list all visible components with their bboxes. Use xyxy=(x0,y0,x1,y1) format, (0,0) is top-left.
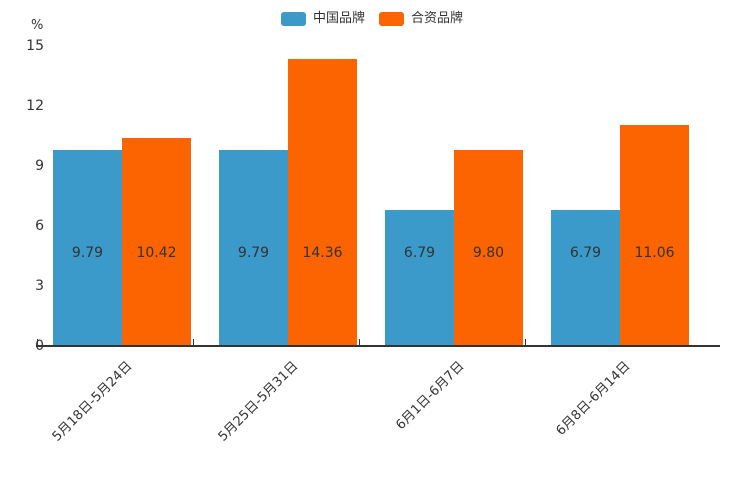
legend-item-0[interactable]: 中国品牌 xyxy=(280,11,365,26)
bar-value-label: 9.79 xyxy=(71,245,104,261)
x-axis-tick-mark xyxy=(359,339,360,345)
x-axis-category-label: 5月25日-5月31日 xyxy=(215,358,302,445)
legend-label: 合资品牌 xyxy=(411,11,464,26)
x-axis-category-label: 6月8日-6月14日 xyxy=(553,358,634,439)
y-axis-tick-label: 3 xyxy=(35,278,44,294)
x-axis-tick-mark xyxy=(525,339,526,345)
legend-swatch-icon xyxy=(379,12,404,26)
legend-label: 中国品牌 xyxy=(312,11,365,26)
x-axis-category-label: 6月1日-6月7日 xyxy=(393,358,468,433)
x-axis-category-label: 5月18日-5月24日 xyxy=(49,358,136,445)
y-axis-tick-label: 9 xyxy=(35,158,44,174)
legend-swatch-icon xyxy=(280,12,306,26)
legend-item-1[interactable]: 合资品牌 xyxy=(379,12,463,26)
chart-legend: 中国品牌 合资品牌 xyxy=(0,12,744,26)
bar-value-label: 6.79 xyxy=(569,245,602,261)
bar-0-2[interactable] xyxy=(385,210,454,346)
y-axis-tick-label: 15 xyxy=(26,38,44,54)
bar-value-label: 14.36 xyxy=(302,245,343,261)
bar-0-3[interactable] xyxy=(551,210,620,346)
x-axis-line xyxy=(36,345,720,347)
bar-value-label: 10.42 xyxy=(136,245,177,261)
y-axis-tick-label: 12 xyxy=(26,98,44,114)
bar-0-1[interactable] xyxy=(219,150,288,346)
bar-1-2[interactable] xyxy=(454,150,523,346)
bar-0-0[interactable] xyxy=(53,150,122,346)
bar-1-0[interactable] xyxy=(122,137,191,346)
bar-value-label: 9.80 xyxy=(472,245,505,261)
x-axis-tick-mark xyxy=(193,339,194,345)
bar-1-3[interactable] xyxy=(620,124,689,346)
x-axis-tick-mark xyxy=(37,339,38,345)
bar-value-label: 9.79 xyxy=(237,245,270,261)
bar-value-label: 6.79 xyxy=(403,245,436,261)
y-axis-unit-label: % xyxy=(31,18,44,33)
bar-1-1[interactable] xyxy=(288,58,357,346)
y-axis-tick-label: 6 xyxy=(35,218,44,234)
plot-area: 9.79 10.42 9.79 14.36 6.79 9.80 6.79 11.06 xyxy=(53,46,717,346)
bar-value-label: 11.06 xyxy=(634,245,675,261)
